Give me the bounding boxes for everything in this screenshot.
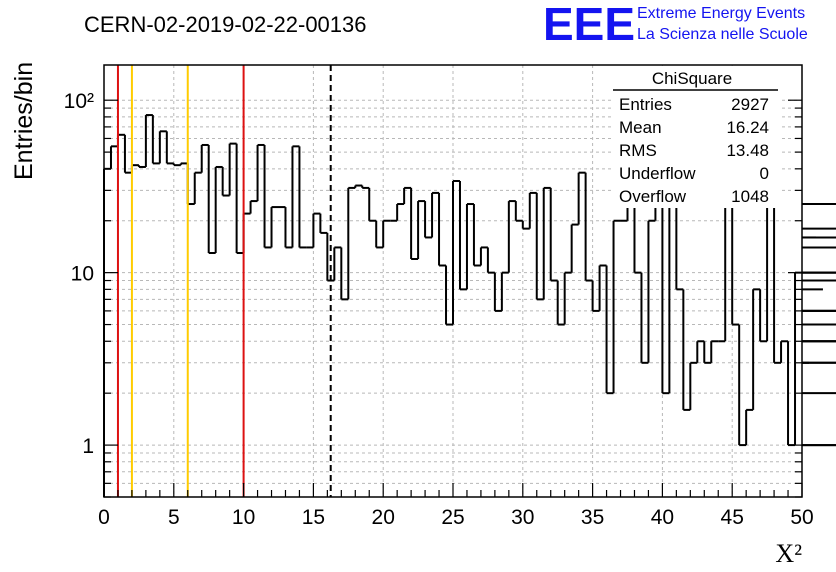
x-tick-label: 35: [581, 506, 604, 529]
chart-title: CERN-02-2019-02-22-00136: [84, 12, 367, 37]
eee-logo-line2: La Scienza nelle Scuole: [637, 26, 808, 43]
stats-box: ChiSquare Entries 2927 Mean 16.24 RMS 13.48 Un…: [613, 66, 779, 208]
stats-row-label: Entries: [619, 95, 672, 114]
eee-logo-mark: EEE: [543, 0, 635, 50]
stats-row-label: Underflow: [619, 164, 696, 183]
y-tick-label: 1: [82, 435, 94, 458]
x-tick-label: 0: [98, 506, 110, 529]
x-tick-label: 25: [441, 506, 464, 529]
stats-row-value: 2927: [731, 95, 769, 114]
stats-row-value: 0: [760, 164, 769, 183]
stats-row-value: 13.48: [726, 141, 769, 160]
stats-row-label: RMS: [619, 141, 657, 160]
x-axis-label: X²: [775, 539, 802, 568]
axes: 0 5 10 15 20 25 30 35 40 45 50 1 10 10²: [64, 64, 814, 529]
x-tick-label: 5: [168, 506, 180, 529]
stats-row-value: 1048: [731, 187, 769, 206]
x-tick-label: 45: [721, 506, 744, 529]
x-tick-label: 40: [651, 506, 674, 529]
y-tick-label: 10: [71, 263, 94, 286]
y-axis-label: Entries/bin: [10, 62, 38, 180]
y-tick-label: 10²: [64, 90, 94, 113]
eee-logo-line1: Extreme Energy Events: [637, 5, 805, 22]
stats-row-label: Mean: [619, 118, 662, 137]
x-tick-label: 50: [790, 506, 813, 529]
x-tick-label: 10: [232, 506, 255, 529]
stats-box-title: ChiSquare: [652, 69, 732, 88]
marker-lines: [116, 65, 332, 497]
x-tick-label: 30: [511, 506, 534, 529]
x-tick-label: 20: [372, 506, 395, 529]
x-tick-label: 15: [302, 506, 325, 529]
stats-rows: Entries 2927 Mean 16.24 RMS 13.48 Underflow 0 Ov…: [619, 95, 769, 206]
stats-row-value: 16.24: [726, 118, 769, 137]
stats-row-label: Overflow: [619, 187, 687, 206]
eee-logo: EEE Extreme Energy Events La Scienza nel…: [543, 0, 808, 50]
